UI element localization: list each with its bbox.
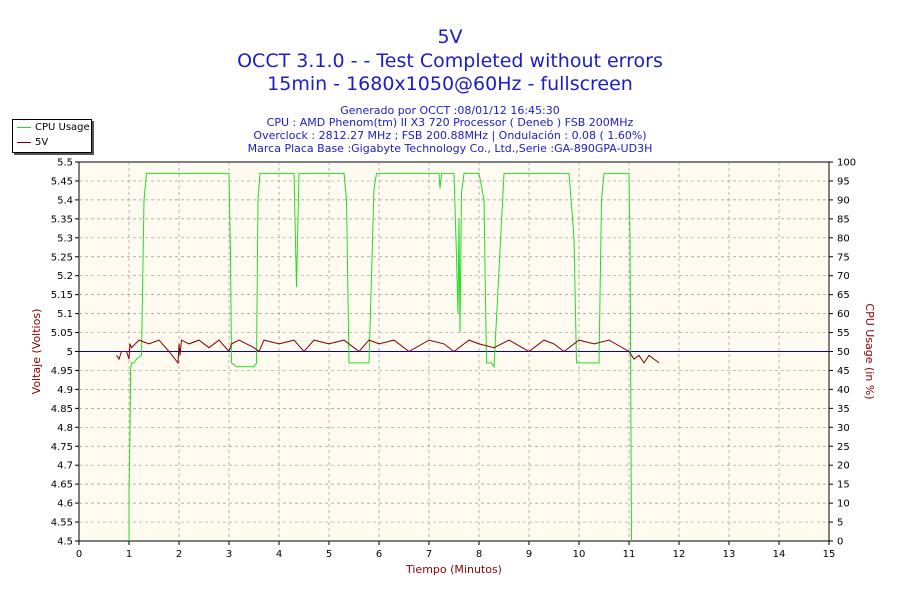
y-tick-label-left: 5.2 xyxy=(57,271,73,282)
y-tick-label-right: 70 xyxy=(837,271,850,282)
info-generated: Generado por OCCT :08/01/12 16:45:30 xyxy=(340,104,560,117)
x-tick-label: 0 xyxy=(76,549,82,560)
legend-item-cpu: CPU Usage xyxy=(13,120,91,135)
y-tick-label-left: 5.15 xyxy=(51,290,73,301)
y-tick-label-right: 50 xyxy=(837,347,850,358)
y-tick-label-left: 4.95 xyxy=(51,366,73,377)
y-tick-label-right: 25 xyxy=(837,442,850,453)
legend-swatch-cpu xyxy=(17,127,31,128)
legend-label-5v: 5V xyxy=(35,137,49,148)
x-tick-label: 8 xyxy=(476,549,482,560)
y-tick-label-right: 45 xyxy=(837,366,850,377)
y-tick-label-left: 4.75 xyxy=(51,442,73,453)
x-tick-label: 12 xyxy=(673,549,686,560)
y-tick-label-right: 0 xyxy=(837,537,843,548)
y-tick-label-left: 5.45 xyxy=(51,176,73,187)
x-tick-label: 9 xyxy=(526,549,532,560)
y-tick-label-left: 5.1 xyxy=(57,309,73,320)
chart-legend: CPU Usage 5V xyxy=(12,119,92,153)
y-tick-label-left: 4.8 xyxy=(57,423,73,434)
y-tick-label-right: 80 xyxy=(837,233,850,244)
x-tick-label: 11 xyxy=(623,549,636,560)
x-tick-label: 10 xyxy=(573,549,586,560)
y-tick-label-left: 5.05 xyxy=(51,328,73,339)
y-tick-label-right: 100 xyxy=(837,158,856,169)
y-tick-label-right: 5 xyxy=(837,518,843,529)
y-tick-label-left: 5.4 xyxy=(57,195,73,206)
y-tick-label-right: 55 xyxy=(837,328,850,339)
x-tick-label: 2 xyxy=(176,549,182,560)
legend-item-5v: 5V xyxy=(13,135,91,150)
info-motherboard: Marca Placa Base :Gigabyte Technology Co… xyxy=(247,142,653,155)
chart-title: 5V xyxy=(437,26,463,48)
y-tick-label-left: 5.5 xyxy=(57,158,73,169)
x-tick-label: 7 xyxy=(426,549,432,560)
legend-swatch-5v xyxy=(17,142,31,143)
y-tick-label-left: 4.9 xyxy=(57,385,73,396)
x-axis-title: Tiempo (Minutos) xyxy=(405,563,502,576)
x-tick-label: 3 xyxy=(226,549,232,560)
y-tick-label-right: 30 xyxy=(837,423,850,434)
x-tick-label: 4 xyxy=(276,549,282,560)
y-tick-label-left: 4.6 xyxy=(57,499,73,510)
x-tick-label: 6 xyxy=(376,549,382,560)
y-tick-label-left: 5.25 xyxy=(51,252,73,263)
x-tick-label: 5 xyxy=(326,549,332,560)
x-tick-label: 15 xyxy=(823,549,836,560)
chart-subtitle-resolution: 15min - 1680x1050@60Hz - fullscreen xyxy=(267,73,633,95)
y-tick-label-right: 15 xyxy=(837,480,850,491)
info-cpu: CPU : AMD Phenom(tm) II X3 720 Processor… xyxy=(266,116,634,129)
y-tick-label-right: 90 xyxy=(837,195,850,206)
y-tick-label-left: 5 xyxy=(67,347,73,358)
y-tick-label-right: 60 xyxy=(837,309,850,320)
x-tick-label: 13 xyxy=(723,549,736,560)
info-overclock: Overclock : 2812.27 MHz ; FSB 200.88MHz … xyxy=(253,129,647,142)
y-tick-label-right: 75 xyxy=(837,252,850,263)
y-axis-title-left: Voltaje (Voltios) xyxy=(30,309,43,395)
x-tick-label: 14 xyxy=(773,549,786,560)
y-tick-label-left: 4.5 xyxy=(57,537,73,548)
y-tick-label-right: 35 xyxy=(837,404,850,415)
y-tick-label-left: 4.85 xyxy=(51,404,73,415)
y-tick-label-right: 95 xyxy=(837,176,850,187)
chart-subtitle-test: OCCT 3.1.0 - - Test Completed without er… xyxy=(237,50,663,72)
legend-label-cpu: CPU Usage xyxy=(35,122,90,133)
y-tick-label-right: 40 xyxy=(837,385,850,396)
series-line-cpu-usage xyxy=(128,172,632,542)
y-tick-label-right: 20 xyxy=(837,461,850,472)
y-tick-label-left: 5.3 xyxy=(57,233,73,244)
y-tick-label-right: 65 xyxy=(837,290,850,301)
y-tick-label-right: 10 xyxy=(837,499,850,510)
y-tick-label-left: 5.35 xyxy=(51,214,73,225)
y-tick-label-left: 4.55 xyxy=(51,518,73,529)
y-tick-label-left: 4.7 xyxy=(57,461,73,472)
series-line-5v xyxy=(116,339,660,365)
y-tick-label-left: 4.65 xyxy=(51,480,73,491)
y-tick-label-right: 85 xyxy=(837,214,850,225)
x-tick-label: 1 xyxy=(126,549,132,560)
y-axis-title-right: CPU Usage (in %) xyxy=(863,303,876,399)
